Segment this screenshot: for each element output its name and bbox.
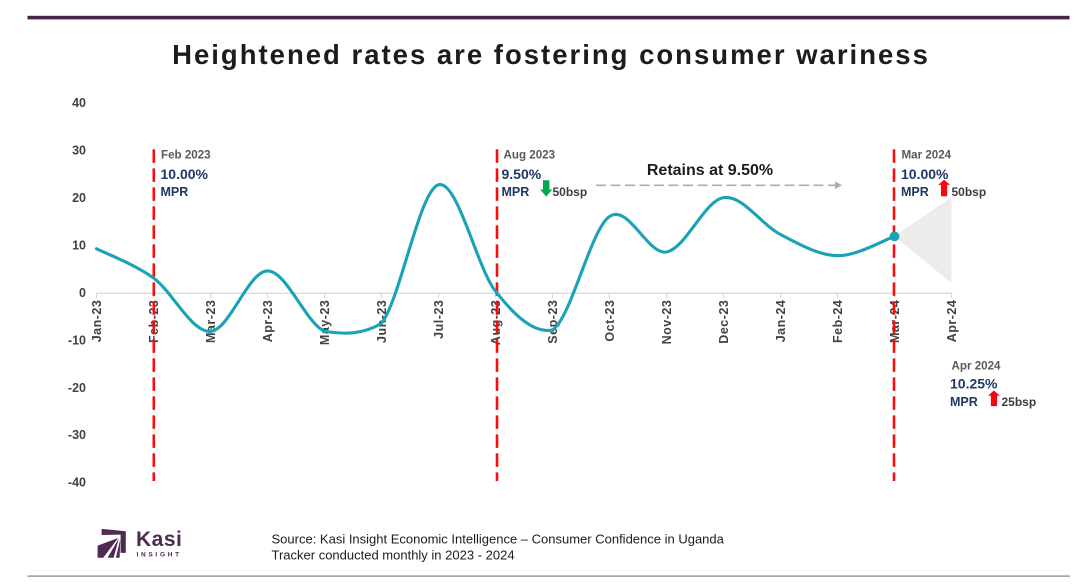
svg-text:10: 10 <box>72 238 86 252</box>
svg-text:50bsp: 50bsp <box>553 185 588 199</box>
svg-text:10.00%: 10.00% <box>161 166 209 182</box>
svg-text:May-23: May-23 <box>318 300 332 345</box>
svg-text:Feb 2023: Feb 2023 <box>161 148 211 161</box>
svg-text:MPR: MPR <box>161 185 189 199</box>
svg-text:40: 40 <box>72 96 86 110</box>
svg-text:Kasi: Kasi <box>136 528 182 551</box>
svg-text:Tracker conducted monthly in 2: Tracker conducted monthly in 2023 - 2024 <box>272 548 515 563</box>
svg-text:Source: Kasi Insight Economic: Source: Kasi Insight Economic Intelligen… <box>272 532 725 547</box>
svg-text:0: 0 <box>79 286 86 300</box>
svg-text:-30: -30 <box>68 428 86 442</box>
svg-text:-10: -10 <box>68 333 86 347</box>
svg-text:Retains at 9.50%: Retains at 9.50% <box>647 162 773 179</box>
svg-text:-40: -40 <box>68 476 86 490</box>
svg-text:Apr-24: Apr-24 <box>945 300 959 343</box>
svg-text:Apr-23: Apr-23 <box>261 300 275 343</box>
svg-text:30: 30 <box>72 144 86 158</box>
svg-text:Oct-23: Oct-23 <box>603 300 617 342</box>
svg-text:Feb-24: Feb-24 <box>831 300 845 343</box>
svg-text:9.50%: 9.50% <box>502 166 542 182</box>
svg-text:20: 20 <box>72 191 86 205</box>
svg-text:50bsp: 50bsp <box>952 185 987 199</box>
svg-text:25bsp: 25bsp <box>1002 395 1037 409</box>
svg-text:Mar 2024: Mar 2024 <box>902 148 952 161</box>
svg-text:-20: -20 <box>68 381 86 395</box>
svg-text:Heightened rates are fostering: Heightened rates are fostering consumer … <box>172 39 930 70</box>
svg-text:Nov-23: Nov-23 <box>660 300 674 345</box>
svg-text:10.00%: 10.00% <box>901 166 949 182</box>
svg-text:MPR: MPR <box>502 185 530 199</box>
svg-text:Apr 2024: Apr 2024 <box>952 360 1002 373</box>
svg-text:Sep-23: Sep-23 <box>546 300 560 344</box>
svg-text:Aug 2023: Aug 2023 <box>504 148 556 161</box>
svg-text:Jan-24: Jan-24 <box>774 300 788 343</box>
svg-text:Mar-23: Mar-23 <box>204 300 218 343</box>
svg-text:MPR: MPR <box>950 395 978 409</box>
svg-text:Jan-23: Jan-23 <box>90 300 104 343</box>
svg-text:Jul-23: Jul-23 <box>432 300 446 339</box>
svg-text:MPR: MPR <box>901 185 929 199</box>
svg-text:INSIGHT: INSIGHT <box>137 552 182 559</box>
svg-text:10.25%: 10.25% <box>950 375 998 391</box>
svg-text:Dec-23: Dec-23 <box>717 300 731 344</box>
